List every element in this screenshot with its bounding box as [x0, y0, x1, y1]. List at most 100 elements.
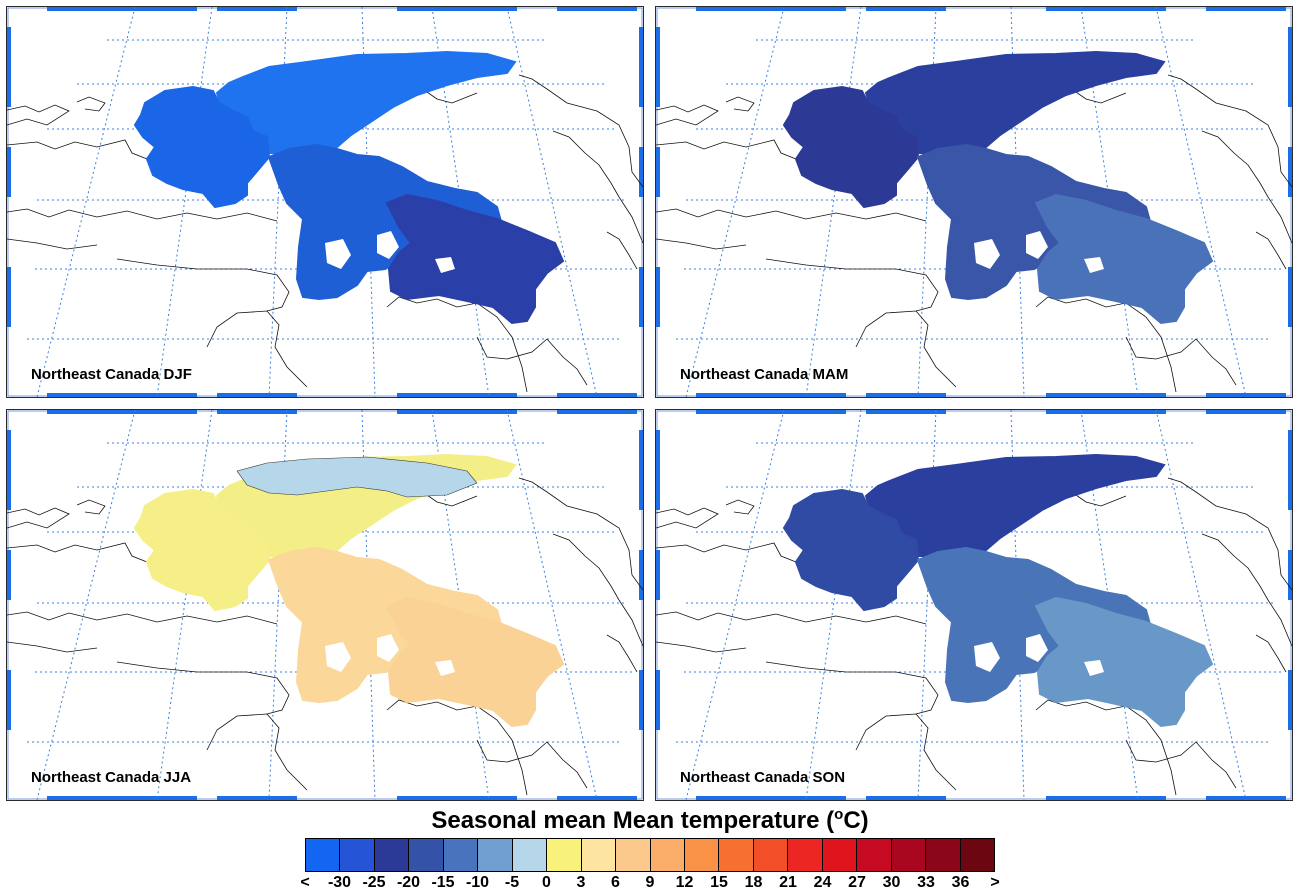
frame-tick	[7, 267, 11, 327]
colorbar-swatch	[340, 839, 375, 871]
coastline	[1167, 74, 1292, 188]
colorbar-tick-label: 21	[779, 874, 797, 891]
coastline	[518, 74, 643, 188]
map-panel-djf: Northeast Canada DJF	[6, 6, 644, 398]
coastline	[7, 611, 278, 625]
coastline	[656, 542, 797, 563]
region-west	[133, 488, 271, 612]
frame-tick	[639, 550, 643, 600]
panel-label-djf: Northeast Canada DJF	[31, 366, 192, 383]
frame-tick	[7, 27, 11, 107]
colorbar-swatch	[719, 839, 754, 871]
coastline	[476, 336, 588, 386]
coastline	[725, 499, 755, 515]
region-southeast	[1034, 596, 1214, 728]
colorbar-swatch	[753, 839, 789, 871]
frame-tick	[639, 147, 643, 197]
temperature-field	[782, 453, 1214, 728]
graticule-line	[156, 410, 213, 800]
colorbar-tick-label: <	[300, 874, 310, 891]
panel-label-son: Northeast Canada SON	[680, 769, 846, 786]
coastline	[765, 661, 939, 715]
frame-tick	[7, 147, 11, 197]
frame-tick	[639, 267, 643, 327]
coastline	[1201, 130, 1292, 244]
frame-tick	[639, 27, 643, 107]
colorbar-tick-label: -20	[396, 874, 421, 891]
colorbar-title-sup: o	[834, 806, 844, 823]
coastline	[656, 611, 927, 625]
coastline	[1075, 494, 1127, 507]
colorbar-swatch	[478, 839, 513, 871]
coastline	[1167, 477, 1292, 591]
region-gap	[325, 642, 351, 672]
map-mam	[656, 7, 1292, 397]
map-jja	[7, 410, 643, 800]
frame-tick	[696, 393, 846, 397]
colorbar-tick-label: -25	[362, 874, 386, 891]
colorbar-swatch	[581, 839, 617, 871]
coastline	[7, 139, 148, 160]
colorbar-tick-label: -30	[327, 874, 352, 891]
region-southeast	[385, 193, 565, 325]
frame-tick	[866, 7, 946, 11]
coastlines	[656, 74, 1292, 393]
coastline	[476, 739, 588, 789]
coastline	[206, 310, 308, 388]
map-panel-mam: Northeast Canada MAM	[655, 6, 1293, 398]
frame-tick	[1288, 267, 1292, 327]
map-inner-border	[7, 7, 643, 397]
graticule-line	[685, 7, 785, 397]
frame-tick	[7, 430, 11, 510]
frame-tick	[1288, 27, 1292, 107]
graticule-line	[506, 7, 598, 397]
map-frame	[7, 410, 643, 800]
frame-tick	[47, 796, 197, 800]
coastline	[656, 139, 797, 160]
map-inner-border	[7, 410, 643, 800]
map-frame	[7, 7, 643, 397]
colorbar-swatch	[512, 839, 548, 871]
region-gap	[1026, 634, 1048, 662]
colorbar-tick-label: >	[990, 874, 1000, 891]
region-southeast	[385, 596, 565, 728]
temperature-field	[782, 50, 1214, 325]
coastline	[1201, 533, 1292, 647]
frame-tick	[1046, 796, 1166, 800]
colorbar-tick-label: 6	[611, 874, 620, 891]
coastline	[1075, 91, 1127, 104]
colorbar-tick-label: 30	[882, 874, 901, 891]
map-inner-border	[656, 7, 1292, 397]
map-son	[656, 410, 1292, 800]
colorbar-tick-label: 24	[813, 874, 832, 891]
colorbar-tick-label: 33	[917, 874, 935, 891]
colorbar-tick-label: 0	[542, 874, 551, 891]
frame-tick	[1046, 7, 1166, 11]
frame-tick	[217, 796, 297, 800]
coastline	[656, 104, 719, 126]
frame-tick	[217, 7, 297, 11]
colorbar-swatch	[616, 839, 651, 871]
colorbar-swatch	[374, 839, 410, 871]
colorbar-title-suffix: C)	[843, 807, 869, 834]
coastline	[1035, 296, 1177, 393]
frame-tick	[1206, 393, 1286, 397]
graticule-line	[506, 410, 598, 800]
colorbar-swatch	[547, 839, 582, 871]
frame-tick	[1288, 430, 1292, 510]
region-gap	[1084, 660, 1104, 676]
frame-tick	[557, 7, 637, 11]
frame-tick	[7, 670, 11, 730]
coastline	[855, 713, 957, 791]
colorbar-swatch	[684, 839, 720, 871]
coastline	[426, 494, 478, 507]
temperature-field	[133, 50, 565, 325]
region-gap	[1026, 231, 1048, 259]
frame-tick	[47, 7, 197, 11]
colorbar-title-prefix: Seasonal mean Mean temperature (	[431, 807, 835, 834]
graticule-line	[36, 410, 136, 800]
colorbar-swatch	[822, 839, 858, 871]
frame-tick	[656, 147, 660, 197]
frame-tick	[47, 410, 197, 414]
panel-label-jja: Northeast Canada JJA	[31, 769, 192, 786]
